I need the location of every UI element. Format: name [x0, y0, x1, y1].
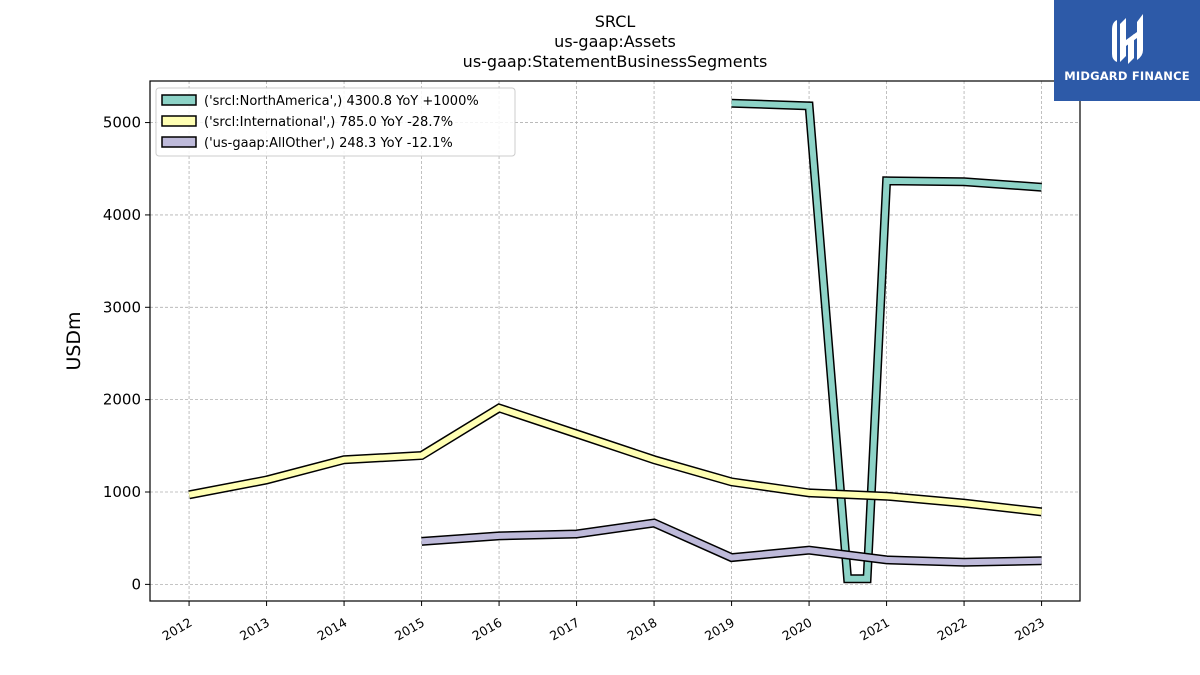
x-tick-label: 2023: [1012, 615, 1047, 644]
y-axis: 0 1000 2000 3000 4000 5000: [103, 114, 150, 593]
legend-frame: [155, 87, 516, 157]
chart-title-line-2: us-gaap:Assets: [554, 32, 676, 51]
legend-label-1: ('srcl:International',) 785.0 YoY -28.7%: [204, 115, 453, 130]
x-tick-label: 2021: [857, 615, 892, 644]
y-tick-label: 3000: [103, 298, 141, 316]
y-tick-label: 1000: [103, 483, 141, 501]
chart-title-line-3: us-gaap:StatementBusinessSegments: [463, 52, 768, 71]
legend-swatch-2: [161, 136, 197, 148]
grid: [150, 81, 1080, 601]
x-tick-label: 2017: [547, 615, 582, 644]
x-tick-label: 2022: [935, 615, 970, 644]
brand-logo: MIDGARD FINANCE: [1054, 0, 1200, 101]
x-tick-label: 2013: [237, 615, 272, 644]
legend-label-2: ('us-gaap:AllOther',) 248.3 YoY -12.1%: [204, 136, 453, 151]
brand-name: MIDGARD FINANCE: [1064, 69, 1190, 83]
legend-swatch-1: [161, 115, 197, 127]
series-layer: [188, 98, 1043, 584]
legend-swatch-0: [161, 94, 197, 106]
x-tick-label: 2014: [315, 615, 350, 644]
series-line-0: [731, 100, 1042, 582]
midgard-finance-logo-icon: [1112, 14, 1143, 64]
plot-area-frame: [149, 80, 1081, 602]
series-line-2: [421, 519, 1042, 566]
x-tick-label: 2019: [702, 615, 737, 644]
y-tick-label: 4000: [103, 206, 141, 224]
y-tick-label: 2000: [103, 391, 141, 409]
x-tick-label: 2020: [780, 615, 815, 644]
legend: ('srcl:NorthAmerica',) 4300.8 YoY +1000%…: [155, 87, 516, 157]
y-tick-label: 0: [131, 575, 141, 593]
x-tick-label: 2016: [470, 615, 505, 644]
x-tick-label: 2018: [625, 615, 660, 644]
y-tick-label: 5000: [103, 114, 141, 132]
x-axis: 2012 2013 2014 2015 2016 2017 2018 2019 2020 2021…: [160, 601, 1047, 644]
x-tick-label: 2015: [392, 615, 427, 644]
x-tick-label: 2012: [160, 615, 195, 644]
series-line-1: [188, 404, 1042, 515]
y-axis-label: USDm: [63, 311, 85, 370]
chart-title-line-1: SRCL: [595, 12, 636, 31]
legend-label-0: ('srcl:NorthAmerica',) 4300.8 YoY +1000%: [204, 94, 479, 109]
